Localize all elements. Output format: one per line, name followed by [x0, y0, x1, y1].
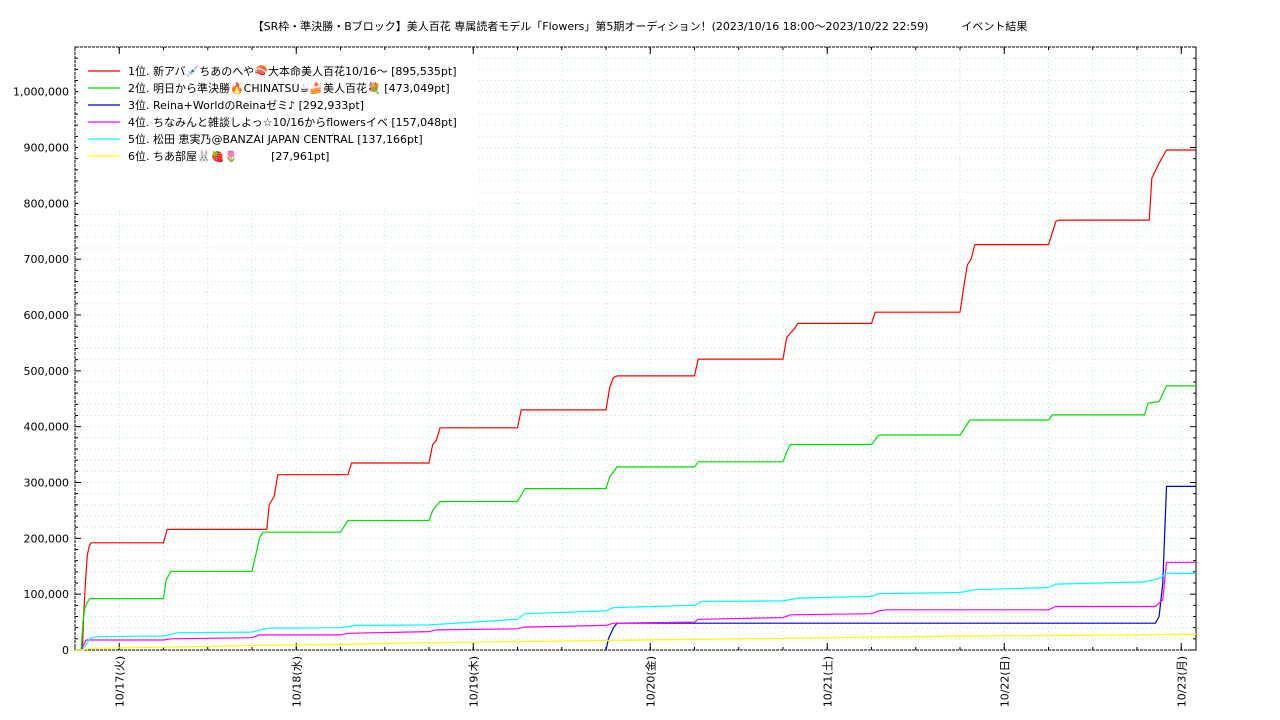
- y-tick-label: 800,000: [24, 197, 70, 210]
- x-tick-label: 10/20(金): [643, 656, 657, 707]
- y-tick-label: 600,000: [24, 309, 70, 322]
- y-tick-label: 900,000: [24, 142, 70, 155]
- series-line-4: [75, 561, 1196, 651]
- x-tick-label: 10/23(月): [1175, 656, 1188, 707]
- y-tick-label: 500,000: [24, 365, 70, 378]
- chart-title: 【SR枠・準決勝・Bブロック】美人百花 専属読者モデル「Flowers」第5期オ…: [252, 20, 1028, 33]
- x-tick-label: 10/18(水): [290, 656, 303, 707]
- series-line-1: [75, 149, 1196, 651]
- x-tick-label: 10/21(土): [821, 656, 834, 707]
- series-line-3: [605, 485, 1196, 651]
- series-line-2: [75, 385, 1196, 651]
- legend-label-4: 4位. ちなみんと雑談しよっ☆10/16からflowersイベ [157,048…: [128, 115, 457, 129]
- y-tick-label: 100,000: [24, 588, 70, 601]
- y-tick-label: 400,000: [24, 421, 70, 434]
- legend-label-6: 6位. ちあ部屋🐰🍓🌷 [27,961pt]: [128, 149, 329, 163]
- series-lines: [75, 149, 1196, 651]
- y-tick-label: 1,000,000: [13, 86, 69, 99]
- axis-ticks: 0 100,000 200,000 300,000 400,000 500,000 600,…: [13, 46, 1196, 707]
- x-tick-label: 10/19(木): [467, 656, 480, 707]
- y-tick-label: 700,000: [24, 253, 70, 266]
- legend-label-2: 2位. 明日から準決勝🔥CHINATSU☕🍰美人百花💐 [473,049pt]: [128, 81, 450, 95]
- series-line-5: [75, 572, 1196, 651]
- legend-label-5: 5位. 松田 恵実乃@BANZAI JAPAN CENTRAL [137,166…: [128, 132, 423, 146]
- legend-background: [78, 56, 478, 209]
- legend-label-1: 1位. 新アバ💉ちあのへや🍣大本命美人百花10/16〜 [895,535pt]: [128, 64, 457, 78]
- y-tick-label: 200,000: [24, 532, 70, 545]
- series-line-6: [75, 633, 1196, 651]
- legend-label-3: 3位. Reina+WorldのReinaゼミ♪ [292,933pt]: [128, 98, 364, 112]
- x-tick-label: 10/17(火): [113, 656, 126, 707]
- legend: 1位. 新アバ💉ちあのへや🍣大本命美人百花10/16〜 [895,535pt] 2…: [78, 56, 478, 209]
- x-tick-label: 10/22(日): [998, 656, 1011, 707]
- y-tick-label: 300,000: [24, 477, 70, 490]
- y-tick-label: 0: [62, 644, 69, 657]
